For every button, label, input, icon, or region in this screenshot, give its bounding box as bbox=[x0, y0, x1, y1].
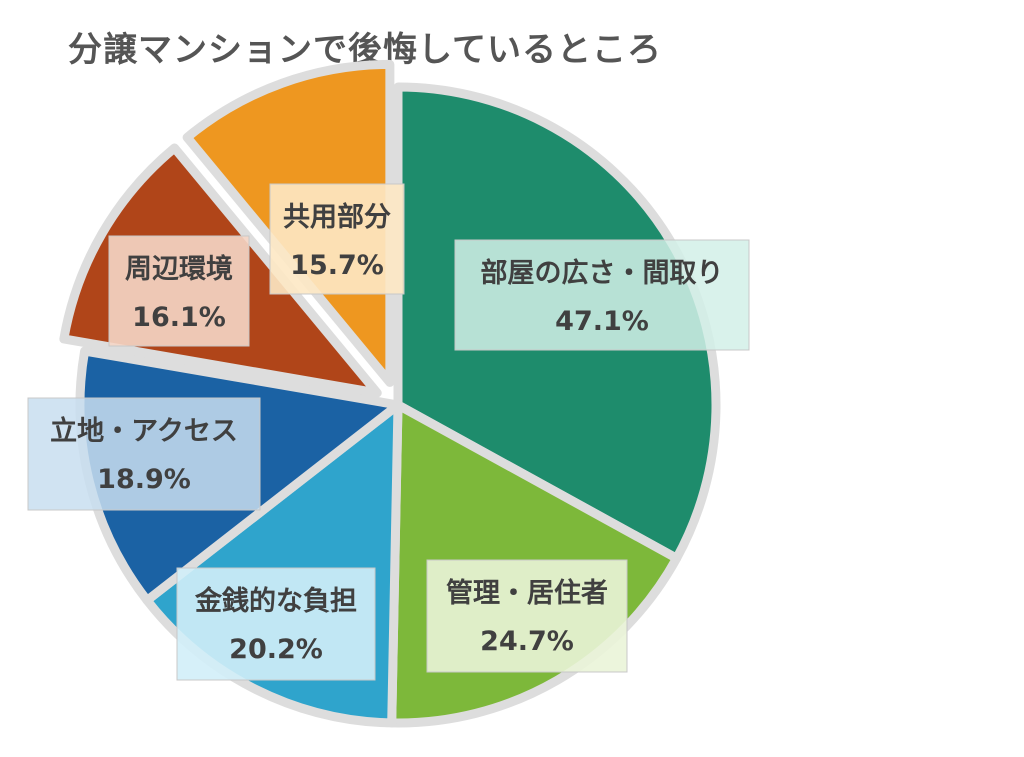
slice-label-box bbox=[269, 183, 405, 295]
slice-label-box bbox=[426, 559, 628, 673]
slice-value-label: 15.7% bbox=[290, 250, 384, 281]
slice-category-label: 管理・居住者 bbox=[446, 577, 608, 609]
slice-category-label: 部屋の広さ・間取り bbox=[481, 257, 724, 289]
slice-label: 周辺環境 16.1% bbox=[108, 235, 250, 347]
slice-category-label: 金銭的な負担 bbox=[194, 585, 357, 617]
slice-label: 金銭的な負担 20.2% bbox=[176, 567, 376, 681]
slice-category-label: 立地・アクセス bbox=[50, 415, 238, 447]
slice-label: 管理・居住者 24.7% bbox=[426, 559, 628, 673]
slice-label-box bbox=[454, 239, 750, 351]
slice-value-label: 24.7% bbox=[480, 626, 574, 657]
slice-label: 部屋の広さ・間取り 47.1% bbox=[454, 239, 750, 351]
slice-value-label: 16.1% bbox=[132, 302, 226, 333]
slice-label-box bbox=[108, 235, 250, 347]
slice-label-box bbox=[176, 567, 376, 681]
slice-value-label: 18.9% bbox=[97, 464, 191, 495]
pie-labels: 部屋の広さ・間取り 47.1% 管理・居住者 24.7% 金銭的な負担 20.2% 立地・ア… bbox=[27, 183, 750, 681]
slice-label: 立地・アクセス 18.9% bbox=[27, 397, 261, 511]
slice-value-label: 47.1% bbox=[555, 306, 649, 337]
slice-label: 共用部分 15.7% bbox=[269, 183, 405, 295]
slice-category-label: 周辺環境 bbox=[125, 254, 233, 285]
slice-label-box bbox=[27, 397, 261, 511]
slice-value-label: 20.2% bbox=[229, 634, 323, 665]
slice-category-label: 共用部分 bbox=[283, 201, 391, 233]
